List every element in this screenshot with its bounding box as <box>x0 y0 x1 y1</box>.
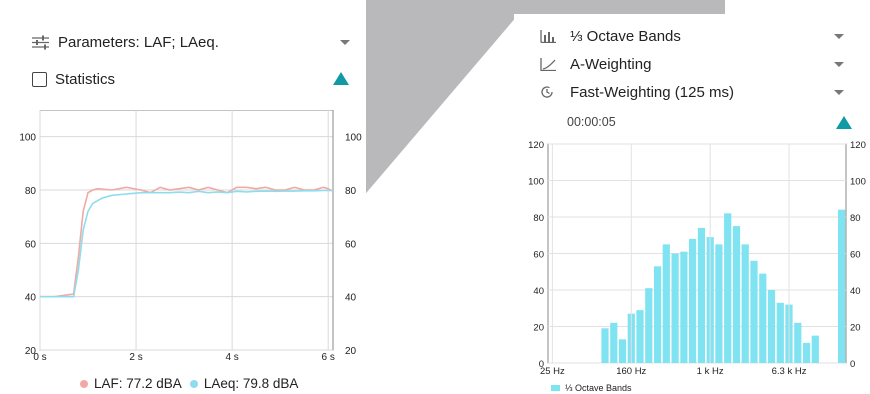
y-tick-label-right: 80 <box>850 213 861 224</box>
y-tick-label-right: 120 <box>850 140 866 151</box>
elapsed-time: 00:00:05 <box>567 115 616 129</box>
x-tick-label: 25 Hz <box>540 366 565 377</box>
band-bar <box>803 342 811 363</box>
x-tick-label: 1 k Hz <box>697 366 724 377</box>
y-tick-label-right: 0 <box>850 359 855 370</box>
statistics-toggle[interactable]: Statistics <box>32 68 115 90</box>
y-tick-label-right: 100 <box>850 177 866 188</box>
parameters-label: Parameters: LAF; LAeq. <box>58 33 219 51</box>
band-bar <box>654 266 662 363</box>
collapse-icon[interactable] <box>333 72 349 85</box>
level-panel-lower <box>0 205 380 394</box>
y-tick-label-right: 20 <box>345 346 357 357</box>
level-chart: 20 20 40 40 60 60 80 80 100 100 0 s 2 s 4 s 6 s <box>19 110 362 363</box>
x-tick-label: 0 s <box>33 352 46 363</box>
bands-legend-label: ⅓ Octave Bands <box>565 383 632 393</box>
y-tick-label: 100 <box>19 133 36 144</box>
y-tick-label: 60 <box>25 239 37 250</box>
y-tick-label-right: 20 <box>850 323 861 334</box>
y-tick-label: 20 <box>25 346 37 357</box>
time-weighting-selector[interactable]: Fast-Weighting (125 ms) <box>540 81 734 103</box>
y-tick-label-right: 60 <box>345 239 357 250</box>
spectrum-chart: 0 0 20 20 40 40 60 60 80 80 100 100 120 120 25 Hz 160 H… <box>528 140 866 377</box>
y-tick-label: 80 <box>533 213 544 224</box>
y-tick-label-right: 40 <box>345 293 357 304</box>
laf-legend-label: LAF: 77.2 dBA <box>94 376 182 391</box>
y-tick-label: 80 <box>25 186 37 197</box>
band-bar <box>838 209 846 363</box>
bands-legend-swatch <box>551 385 560 391</box>
x-tick-label: 160 Hz <box>616 366 646 377</box>
statistics-checkbox[interactable] <box>32 71 47 87</box>
band-bar <box>636 310 644 363</box>
y-tick-label: 0 <box>539 359 544 370</box>
background-shape-right <box>505 0 725 14</box>
band-bar <box>732 226 741 363</box>
y-tick-label-right: 100 <box>345 133 362 144</box>
sliders-icon <box>32 35 58 50</box>
band-bar <box>811 335 819 363</box>
spectrum-panel-top <box>725 0 870 14</box>
laeq-series-line <box>40 189 333 298</box>
y-tick-label: 120 <box>528 140 544 151</box>
curve-icon <box>540 57 570 71</box>
bar-chart-icon <box>540 29 570 43</box>
y-tick-label-right: 80 <box>345 186 357 197</box>
x-tick-label: 2 s <box>129 352 142 363</box>
y-tick-label-right: 40 <box>850 286 861 297</box>
y-tick-label: 60 <box>533 250 544 261</box>
chevron-down-icon[interactable] <box>834 90 844 95</box>
clock-icon <box>540 85 570 99</box>
y-tick-label: 20 <box>533 323 544 334</box>
band-bar <box>697 227 705 363</box>
laeq-legend-label: LAeq: 79.8 dBA <box>203 376 299 391</box>
band-selector-label: ⅓ Octave Bands <box>570 27 681 45</box>
collapse-icon[interactable] <box>836 116 852 129</box>
y-tick-label: 40 <box>533 286 544 297</box>
chevron-down-icon[interactable] <box>340 40 350 45</box>
band-bar <box>645 288 653 363</box>
band-bar <box>618 339 627 363</box>
band-bar <box>741 244 749 363</box>
band-bar <box>610 322 618 363</box>
band-bar <box>776 302 784 363</box>
chevron-down-icon[interactable] <box>834 62 844 67</box>
band-bar <box>680 251 688 363</box>
laf-legend-dot <box>80 379 88 388</box>
parameters-selector[interactable]: Parameters: LAF; LAeq. <box>32 31 357 53</box>
statistics-label: Statistics <box>55 70 116 88</box>
weighting-selector[interactable]: A-Weighting <box>540 53 651 75</box>
band-bar <box>750 260 758 363</box>
band-bar <box>759 273 767 363</box>
y-tick-label: 100 <box>528 177 544 188</box>
band-selector[interactable]: ⅓ Octave Bands <box>540 25 681 47</box>
x-tick-label: 6 s <box>322 352 335 363</box>
x-tick-label: 4 s <box>225 352 238 363</box>
band-bar <box>767 290 776 363</box>
weighting-label: A-Weighting <box>570 55 652 73</box>
laeq-legend-dot <box>189 379 198 388</box>
time-weighting-label: Fast-Weighting (125 ms) <box>570 83 734 101</box>
y-tick-label: 40 <box>25 293 37 304</box>
chevron-down-icon[interactable] <box>834 34 844 39</box>
band-bar <box>715 244 723 363</box>
band-bar <box>689 238 697 363</box>
laf-series-line <box>40 186 334 298</box>
band-bar <box>671 253 679 363</box>
band-bar <box>794 322 802 363</box>
x-tick-label: 6.3 k Hz <box>772 366 807 377</box>
level-legend: LAF: 77.2 dBA LAeq: 79.8 dBA <box>80 376 298 391</box>
y-tick-label-right: 60 <box>850 250 861 261</box>
band-bar <box>724 213 732 363</box>
band-bar <box>662 244 670 363</box>
band-bar <box>601 328 609 363</box>
spectrum-legend: ⅓ Octave Bands <box>551 383 632 393</box>
